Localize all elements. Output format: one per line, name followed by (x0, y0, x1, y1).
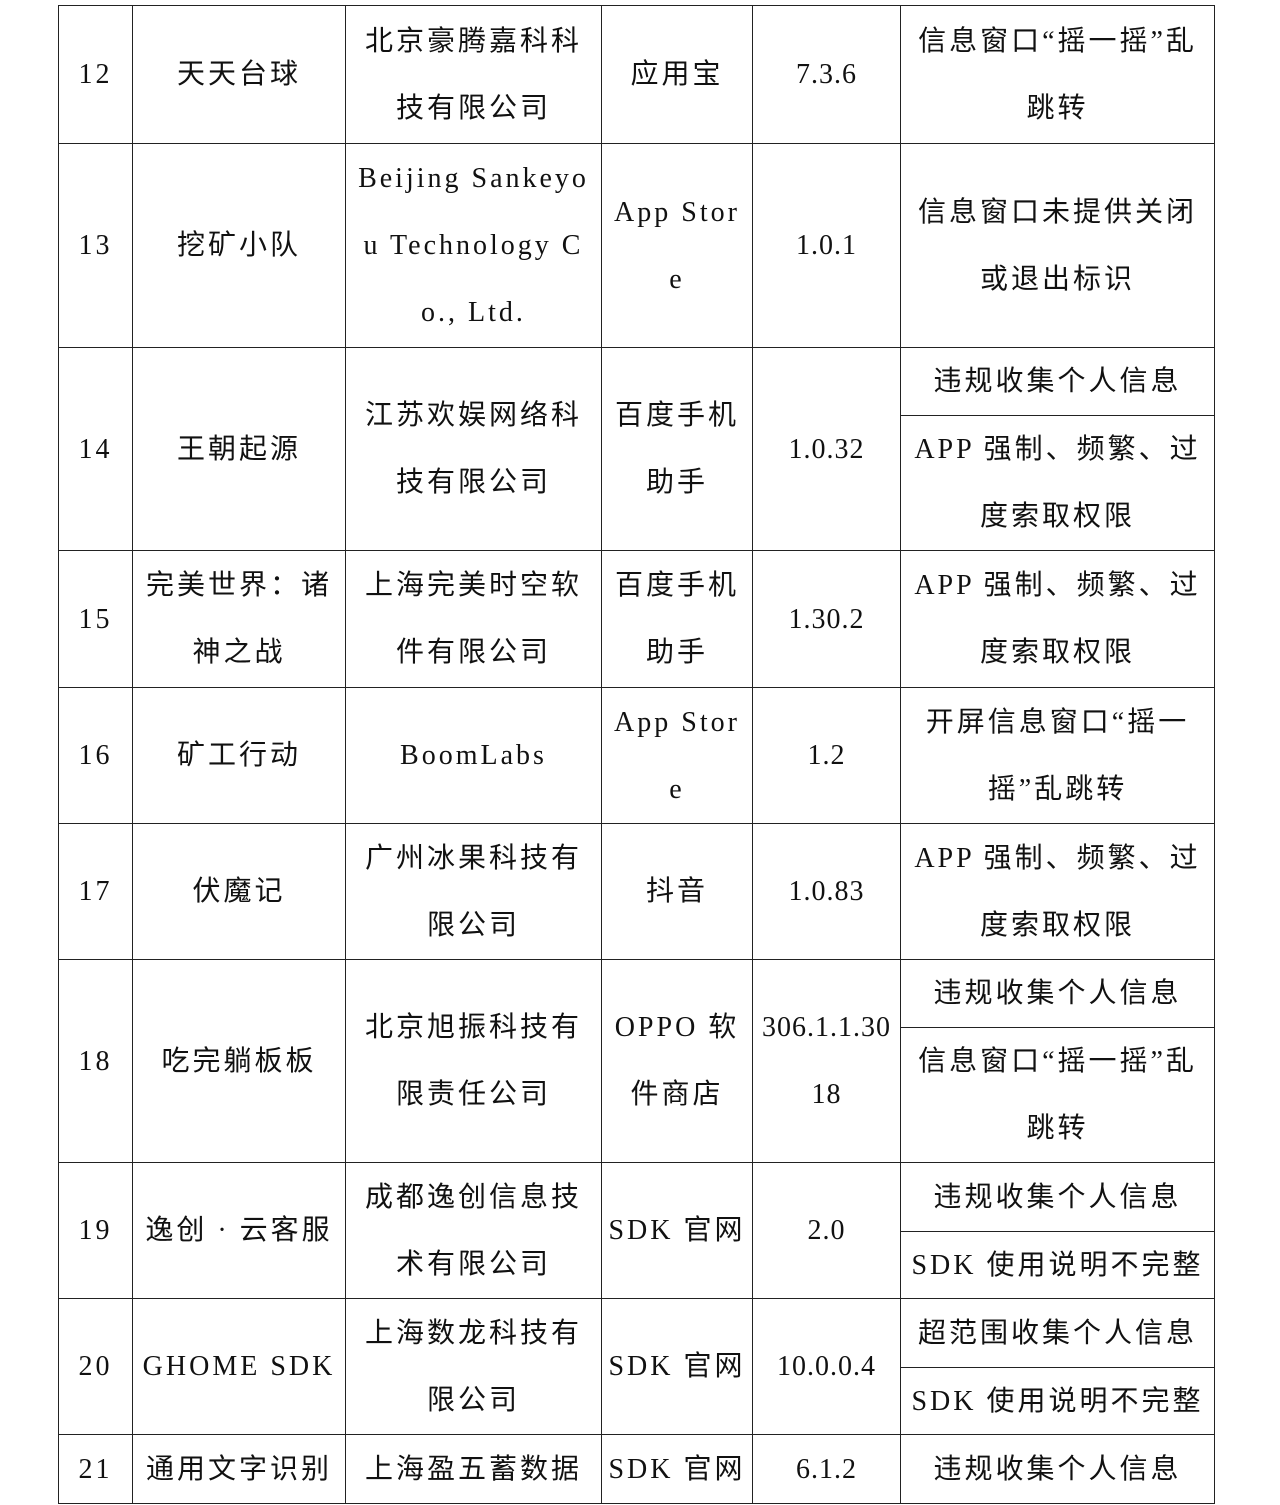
issue-item: APP 强制、频繁、过度索取权限 (914, 570, 1201, 668)
app-store-cell: 百度手机助手 (601, 550, 753, 688)
developer-cell: 成都逸创信息技术有限公司 (345, 1162, 602, 1299)
table-row: 17 伏魔记 广州冰果科技有限公司 抖音 1.0.83 APP 强制、频繁、过度索取权限 (58, 823, 1215, 960)
row-number-cell: 12 (58, 5, 133, 144)
issue-item: 开屏信息窗口“摇一摇”乱跳转 (925, 706, 1190, 805)
issues-cell: 违规收集个人信息 SDK 使用说明不完整 (900, 1162, 1215, 1299)
developer-cell: 北京旭振科技有限责任公司 (345, 959, 602, 1163)
app-store-cell: App Store (601, 143, 753, 348)
issue-item: APP 强制、频繁、过度索取权限 (901, 415, 1214, 550)
table-row: 16 矿工行动 BoomLabs App Store 1.2 开屏信息窗口“摇一摇”乱跳转 (58, 687, 1215, 824)
table-row: 14 王朝起源 江苏欢娱网络科技有限公司 百度手机助手 1.0.32 违规收集个人信息 AP… (58, 347, 1215, 551)
issue-item: 违规收集个人信息 (933, 978, 1182, 1009)
app-name-cell: 王朝起源 (132, 347, 346, 551)
issues-cell: 违规收集个人信息 (900, 1434, 1215, 1504)
row-number-cell: 16 (58, 687, 133, 824)
issues-cell: 超范围收集个人信息 SDK 使用说明不完整 (900, 1298, 1215, 1435)
version-cell: 2.0 (752, 1162, 901, 1299)
issues-cell: APP 强制、频繁、过度索取权限 (900, 823, 1215, 960)
app-name-cell: 伏魔记 (132, 823, 346, 960)
app-name-cell: 逸创 · 云客服 (132, 1162, 346, 1299)
developer-cell: 上海完美时空软件有限公司 (345, 550, 602, 688)
issue-item: 信息窗口未提供关闭或退出标识 (917, 196, 1197, 295)
app-name-cell: GHOME SDK (132, 1298, 346, 1435)
row-number-cell: 14 (58, 347, 133, 551)
table-row: 21 通用文字识别 上海盈五蓄数据 SDK 官网 6.1.2 违规收集个人信息 (58, 1434, 1215, 1504)
version-cell: 1.0.83 (752, 823, 901, 960)
issues-cell: 开屏信息窗口“摇一摇”乱跳转 (900, 687, 1215, 824)
developer-cell: Beijing Sankeyou Technology Co., Ltd. (345, 143, 602, 348)
issue-item: 违规收集个人信息 (933, 366, 1182, 397)
version-cell: 10.0.0.4 (752, 1298, 901, 1435)
developer-cell: 上海盈五蓄数据 (345, 1434, 602, 1504)
app-store-cell: SDK 官网 (601, 1162, 753, 1299)
app-name-cell: 矿工行动 (132, 687, 346, 824)
version-cell: 1.0.1 (752, 143, 901, 348)
row-number-cell: 20 (58, 1298, 133, 1435)
developer-cell: 北京豪腾嘉科科技有限公司 (345, 5, 602, 144)
app-store-cell: OPPO 软件商店 (601, 959, 753, 1163)
app-name-cell: 完美世界：诸神之战 (132, 550, 346, 688)
app-name-cell: 通用文字识别 (132, 1434, 346, 1504)
version-cell: 306.1.1.3018 (752, 959, 901, 1163)
table-row: 15 完美世界：诸神之战 上海完美时空软件有限公司 百度手机助手 1.30.2 APP 强… (58, 550, 1215, 688)
app-store-cell: App Store (601, 687, 753, 824)
issues-cell: 信息窗口未提供关闭或退出标识 (900, 143, 1215, 348)
row-number-cell: 13 (58, 143, 133, 348)
app-violation-table: 12 天天台球 北京豪腾嘉科科技有限公司 应用宝 7.3.6 信息窗口“摇一摇”乱跳转 13… (58, 5, 1215, 1504)
table-row: 19 逸创 · 云客服 成都逸创信息技术有限公司 SDK 官网 2.0 违规收集个人信息 S… (58, 1162, 1215, 1299)
app-store-cell: SDK 官网 (601, 1434, 753, 1504)
app-name-cell: 吃完躺板板 (132, 959, 346, 1163)
developer-cell: 广州冰果科技有限公司 (345, 823, 602, 960)
row-number-cell: 17 (58, 823, 133, 960)
issue-item: SDK 使用说明不完整 (901, 1231, 1214, 1298)
issues-cell: 信息窗口“摇一摇”乱跳转 (900, 5, 1215, 144)
version-cell: 1.0.32 (752, 347, 901, 551)
row-number-cell: 18 (58, 959, 133, 1163)
table-row: 12 天天台球 北京豪腾嘉科科技有限公司 应用宝 7.3.6 信息窗口“摇一摇”乱跳转 (58, 5, 1215, 144)
table-row: 13 挖矿小队 Beijing Sankeyou Technology Co., L… (58, 143, 1215, 348)
issue-item: SDK 使用说明不完整 (901, 1367, 1214, 1434)
app-store-cell: SDK 官网 (601, 1298, 753, 1435)
app-store-cell: 抖音 (601, 823, 753, 960)
version-cell: 1.30.2 (752, 550, 901, 688)
issue-item: APP 强制、频繁、过度索取权限 (914, 842, 1201, 941)
issue-item: 信息窗口“摇一摇”乱跳转 (918, 25, 1197, 124)
row-number-cell: 19 (58, 1162, 133, 1299)
version-cell: 1.2 (752, 687, 901, 824)
issues-cell: 违规收集个人信息 APP 强制、频繁、过度索取权限 (900, 347, 1215, 551)
issues-cell: 违规收集个人信息信息窗口“摇一摇”乱跳转 (900, 959, 1215, 1163)
developer-cell: 江苏欢娱网络科技有限公司 (345, 347, 602, 551)
app-name-cell: 天天台球 (132, 5, 346, 144)
row-number-cell: 15 (58, 550, 133, 688)
app-store-cell: 应用宝 (601, 5, 753, 144)
issue-item: 违规收集个人信息 (933, 1181, 1182, 1213)
table-row: 18 吃完躺板板 北京旭振科技有限责任公司 OPPO 软件商店 306.1.1.3018… (58, 959, 1215, 1163)
app-name-cell: 挖矿小队 (132, 143, 346, 348)
issue-item: 超范围收集个人信息 (917, 1317, 1197, 1349)
table-row: 20 GHOME SDK 上海数龙科技有限公司 SDK 官网 10.0.0.4 超范围收集… (58, 1298, 1215, 1435)
issue-item: 信息窗口“摇一摇”乱跳转 (901, 1027, 1214, 1162)
issues-cell: APP 强制、频繁、过度索取权限 (900, 550, 1215, 688)
developer-cell: 上海数龙科技有限公司 (345, 1298, 602, 1435)
version-cell: 6.1.2 (752, 1434, 901, 1504)
row-number-cell: 21 (58, 1434, 133, 1504)
developer-cell: BoomLabs (345, 687, 602, 824)
issue-item: 违规收集个人信息 (933, 1453, 1182, 1485)
version-cell: 7.3.6 (752, 5, 901, 144)
app-store-cell: 百度手机助手 (601, 347, 753, 551)
